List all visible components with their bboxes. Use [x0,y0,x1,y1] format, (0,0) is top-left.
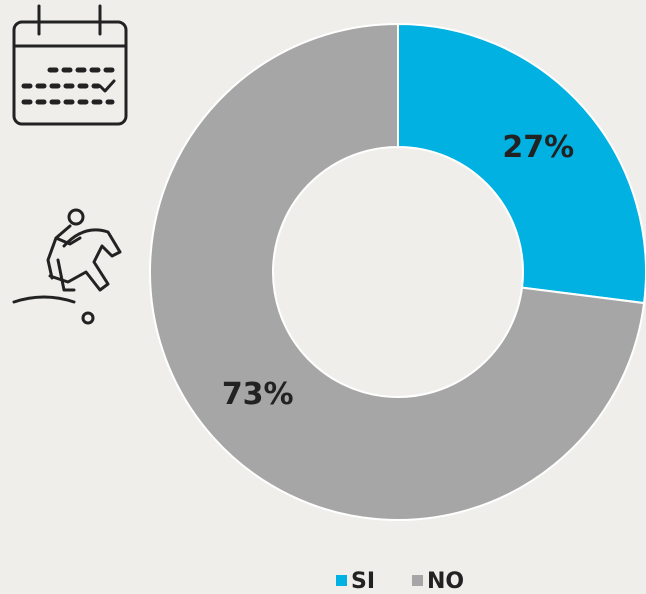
slice [149,22,646,521]
legend-label: SI [351,569,375,594]
value-label: 27% [502,130,574,165]
legend-swatch [336,575,347,586]
value-label: 73% [222,377,294,412]
legend: SI NO [336,569,464,594]
donut: 27% 73% [149,22,646,521]
polo-icon [12,208,122,325]
legend-label: NO [427,569,464,594]
legend-swatch [412,575,423,586]
calendar-icon [12,4,128,126]
